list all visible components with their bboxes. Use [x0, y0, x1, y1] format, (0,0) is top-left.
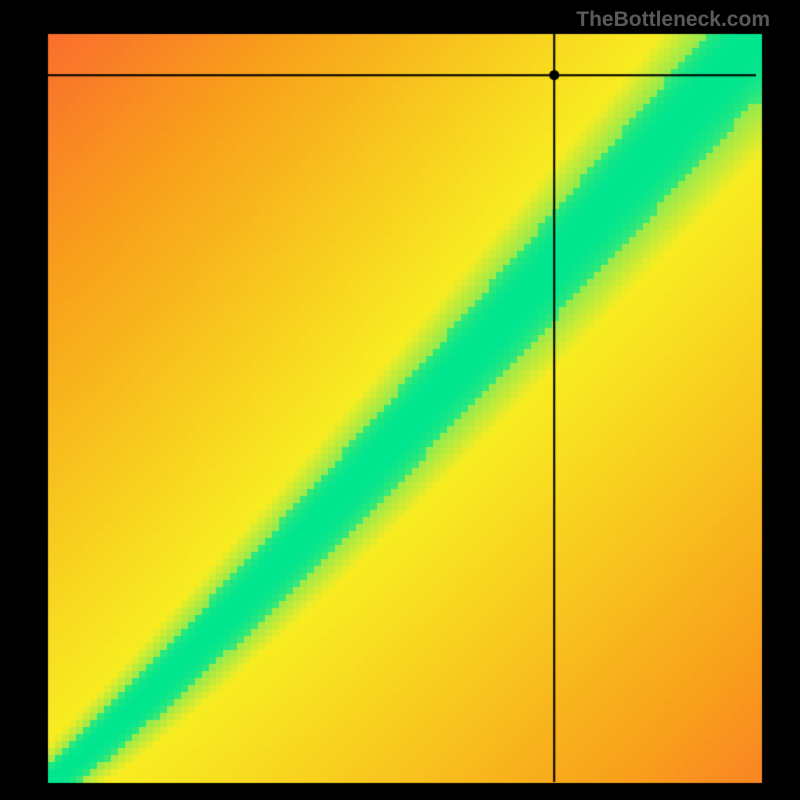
attribution-text: TheBottleneck.com	[576, 8, 770, 32]
bottleneck-heatmap	[0, 0, 800, 800]
chart-container: TheBottleneck.com	[0, 0, 800, 800]
